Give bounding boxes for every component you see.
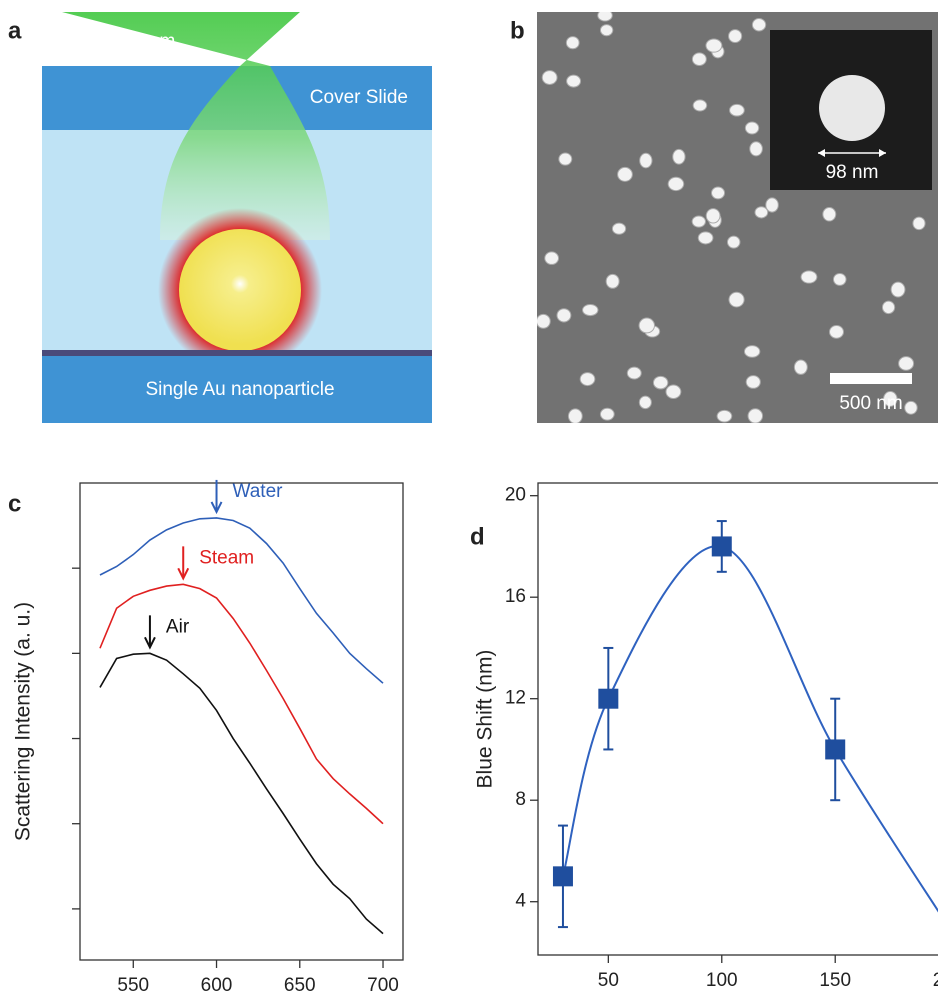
particle bbox=[881, 300, 896, 315]
substrate-label: Single Au nanoparticle bbox=[145, 379, 334, 400]
x-tick-label: 50 bbox=[598, 970, 619, 991]
particle bbox=[890, 281, 906, 298]
particle bbox=[691, 52, 707, 66]
particle bbox=[711, 186, 726, 200]
particle bbox=[705, 38, 723, 53]
panel-label: c bbox=[8, 490, 21, 517]
particle bbox=[744, 121, 760, 135]
particle bbox=[597, 12, 613, 22]
x-tick-label: 200 bbox=[933, 970, 938, 991]
x-tick-label: 150 bbox=[819, 970, 851, 991]
fit-curve bbox=[561, 545, 938, 913]
plot-frame bbox=[79, 482, 404, 961]
particle bbox=[754, 206, 769, 219]
x-tick-label: 550 bbox=[117, 975, 149, 996]
particle bbox=[828, 324, 845, 339]
y-tick-label: 16 bbox=[505, 586, 526, 607]
particle bbox=[747, 408, 764, 423]
particle bbox=[726, 235, 741, 249]
particle bbox=[883, 391, 898, 407]
data-point bbox=[711, 536, 732, 557]
particle bbox=[672, 148, 686, 165]
particle bbox=[692, 99, 708, 112]
particle bbox=[558, 152, 573, 166]
particle bbox=[716, 409, 733, 423]
particle bbox=[749, 141, 763, 157]
particle bbox=[793, 359, 808, 375]
particle bbox=[728, 291, 745, 308]
y-tick-label: 12 bbox=[505, 688, 526, 709]
particle bbox=[904, 400, 918, 415]
scale-bar-label: 500 nm bbox=[839, 393, 902, 414]
data-point bbox=[598, 688, 619, 709]
peak-arrow-head bbox=[210, 501, 223, 515]
particle bbox=[556, 308, 572, 323]
particle bbox=[599, 407, 615, 421]
panel-label: a bbox=[8, 17, 22, 44]
data-point bbox=[825, 739, 846, 760]
panel-label: b bbox=[510, 17, 525, 44]
peak-arrow-head bbox=[177, 567, 190, 581]
particle bbox=[599, 24, 614, 37]
x-tick-label: 100 bbox=[706, 970, 738, 991]
particle bbox=[751, 18, 767, 32]
y-tick-label: 4 bbox=[515, 891, 526, 912]
particle bbox=[626, 366, 642, 380]
particle bbox=[728, 29, 743, 44]
particle bbox=[639, 152, 653, 169]
particle bbox=[638, 317, 656, 334]
particle bbox=[691, 215, 706, 228]
particle bbox=[705, 208, 721, 224]
series-label: Air bbox=[166, 616, 190, 637]
x-tick-label: 650 bbox=[284, 975, 316, 996]
particle bbox=[638, 395, 652, 410]
schematic: 532 nm Cover Slide Single Au nanoparticl… bbox=[42, 12, 432, 423]
spectrum-line bbox=[99, 583, 384, 825]
particle bbox=[832, 272, 847, 286]
spectrum-line bbox=[99, 517, 384, 684]
particle bbox=[800, 270, 818, 284]
particle bbox=[822, 207, 837, 222]
cover-label: Cover Slide bbox=[310, 87, 408, 108]
x-tick-label: 700 bbox=[367, 975, 399, 996]
particle bbox=[765, 197, 779, 213]
particle bbox=[898, 356, 915, 371]
y-axis-label: Scattering Intensity (a. u.) bbox=[12, 602, 35, 841]
particle bbox=[652, 375, 669, 390]
x-tick-label: 600 bbox=[201, 975, 233, 996]
data-point bbox=[552, 866, 573, 887]
particle bbox=[579, 372, 596, 387]
inset-scale: 98 nm bbox=[826, 162, 879, 183]
particle bbox=[566, 74, 582, 88]
particle bbox=[667, 176, 685, 192]
y-tick-label: 20 bbox=[505, 485, 526, 506]
particle bbox=[611, 222, 627, 235]
peak-arrow-head bbox=[144, 636, 156, 650]
particle bbox=[912, 216, 926, 231]
sem-image: 98 nm 500 nm bbox=[537, 12, 938, 423]
series-label: Water bbox=[233, 481, 284, 502]
particle bbox=[537, 313, 551, 329]
particle bbox=[544, 251, 560, 265]
series-label: Steam bbox=[199, 547, 254, 568]
particle bbox=[567, 408, 583, 423]
particle bbox=[729, 103, 745, 117]
particle bbox=[745, 375, 761, 389]
particle bbox=[743, 345, 761, 358]
particle bbox=[605, 273, 620, 289]
particle bbox=[582, 303, 599, 317]
plot-frame bbox=[537, 482, 938, 956]
beam-label: 532 nm bbox=[112, 31, 175, 52]
panel-label: d bbox=[470, 523, 485, 550]
y-axis-label: Blue Shift (nm) bbox=[474, 650, 497, 789]
particle bbox=[565, 36, 580, 50]
particle bbox=[697, 231, 714, 245]
particle bbox=[665, 384, 682, 400]
particle bbox=[617, 166, 633, 182]
y-tick-label: 8 bbox=[515, 789, 526, 810]
particle bbox=[541, 70, 558, 85]
spectrum-line bbox=[99, 652, 384, 935]
